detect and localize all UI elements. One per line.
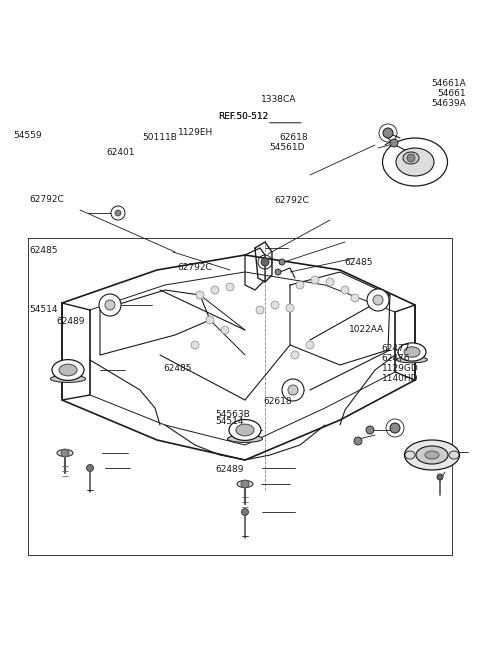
Text: 1022AA: 1022AA (349, 325, 384, 334)
Circle shape (211, 286, 219, 294)
Text: 54661A: 54661A (431, 79, 466, 89)
Ellipse shape (52, 359, 84, 380)
Text: 62477: 62477 (382, 344, 410, 354)
Circle shape (196, 291, 204, 299)
Circle shape (366, 426, 374, 434)
Text: 54514: 54514 (215, 417, 243, 426)
Circle shape (275, 269, 281, 275)
Ellipse shape (404, 347, 420, 358)
Text: 54563B: 54563B (215, 410, 250, 419)
Text: 1338CA: 1338CA (261, 95, 297, 104)
Text: 62489: 62489 (57, 317, 85, 326)
Circle shape (326, 278, 334, 286)
Circle shape (282, 379, 304, 401)
Ellipse shape (449, 451, 459, 459)
Ellipse shape (236, 424, 254, 436)
Circle shape (226, 283, 234, 291)
Circle shape (271, 301, 279, 309)
Circle shape (115, 210, 121, 216)
Ellipse shape (59, 364, 77, 376)
Circle shape (390, 139, 398, 147)
Circle shape (437, 474, 443, 480)
Ellipse shape (398, 343, 426, 361)
Circle shape (111, 206, 125, 220)
Text: 62792C: 62792C (275, 196, 309, 205)
Circle shape (407, 154, 415, 162)
Circle shape (191, 341, 199, 349)
Text: 1140HD: 1140HD (382, 374, 418, 383)
Text: 62489: 62489 (215, 464, 243, 474)
Circle shape (221, 326, 229, 334)
Text: REF.50-512: REF.50-512 (218, 112, 269, 121)
Circle shape (288, 385, 298, 395)
Text: REF.50-512: REF.50-512 (218, 112, 269, 121)
Text: 62476: 62476 (382, 354, 410, 363)
Circle shape (206, 316, 214, 324)
Ellipse shape (396, 148, 434, 176)
Ellipse shape (403, 152, 419, 164)
Ellipse shape (229, 420, 261, 440)
Text: 62792C: 62792C (178, 263, 212, 272)
Text: 1129GD: 1129GD (382, 364, 419, 373)
Text: 54661: 54661 (437, 89, 466, 98)
Circle shape (296, 281, 304, 289)
Ellipse shape (237, 480, 253, 487)
Circle shape (279, 259, 285, 265)
Text: 62485: 62485 (30, 246, 58, 255)
Circle shape (341, 286, 349, 294)
Circle shape (241, 480, 249, 488)
Ellipse shape (405, 451, 415, 459)
Ellipse shape (228, 435, 263, 442)
Ellipse shape (405, 440, 459, 470)
Circle shape (306, 341, 314, 349)
Text: 62401: 62401 (107, 148, 135, 157)
Circle shape (105, 300, 115, 310)
Circle shape (291, 351, 299, 359)
Circle shape (286, 304, 294, 312)
Text: 62485: 62485 (163, 364, 192, 373)
Ellipse shape (425, 451, 439, 459)
Circle shape (261, 258, 269, 266)
Text: 50111B: 50111B (143, 133, 178, 142)
Circle shape (256, 306, 264, 314)
Text: 62618: 62618 (279, 133, 308, 142)
Circle shape (311, 276, 319, 284)
Text: 62792C: 62792C (30, 195, 64, 204)
Ellipse shape (383, 138, 447, 186)
Circle shape (367, 289, 389, 311)
Circle shape (241, 508, 249, 516)
Circle shape (86, 464, 94, 472)
Circle shape (383, 128, 393, 138)
Circle shape (99, 294, 121, 316)
Text: 62618: 62618 (263, 397, 292, 406)
Text: 54514: 54514 (30, 305, 58, 314)
Text: 54561D: 54561D (270, 143, 305, 152)
Text: 62485: 62485 (345, 258, 373, 267)
Ellipse shape (57, 449, 73, 457)
Ellipse shape (50, 375, 85, 382)
Ellipse shape (396, 357, 427, 363)
Ellipse shape (416, 446, 448, 464)
Text: 54559: 54559 (13, 131, 42, 140)
Circle shape (61, 449, 69, 457)
Circle shape (354, 437, 362, 445)
Circle shape (351, 294, 359, 302)
Text: 1129EH: 1129EH (179, 128, 214, 137)
Circle shape (390, 423, 400, 433)
Circle shape (373, 295, 383, 305)
Text: 54639A: 54639A (431, 99, 466, 108)
